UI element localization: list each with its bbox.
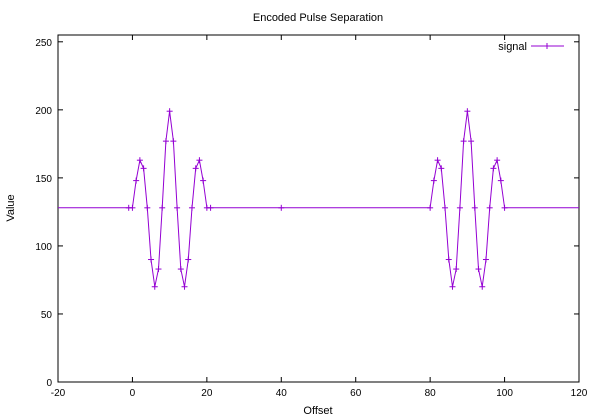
data-point — [151, 283, 158, 290]
data-point — [144, 204, 151, 211]
x-tick-label: 0 — [130, 388, 136, 399]
y-tick-label: 100 — [35, 242, 52, 253]
data-point — [494, 157, 501, 164]
data-point — [181, 283, 188, 290]
data-point — [460, 138, 467, 145]
y-tick-label: 0 — [46, 378, 52, 389]
x-axis-label: Offset — [303, 405, 332, 417]
data-point — [434, 157, 441, 164]
y-axis-label: Value — [5, 194, 17, 221]
data-point — [177, 266, 184, 273]
data-point — [192, 165, 199, 172]
data-point — [438, 165, 445, 172]
data-point — [188, 204, 195, 211]
data-point — [427, 204, 434, 211]
chart-title: Encoded Pulse Separation — [253, 12, 383, 24]
legend-marker-signal — [544, 43, 550, 49]
legend-label-signal: signal — [498, 41, 527, 53]
y-tick-label: 200 — [35, 106, 52, 117]
data-point — [445, 256, 452, 263]
x-tick-label: -20 — [51, 388, 66, 399]
data-point — [482, 256, 489, 263]
data-point — [479, 283, 486, 290]
data-point — [174, 204, 181, 211]
x-tick-label: 40 — [276, 388, 288, 399]
data-point — [207, 204, 214, 211]
data-point — [464, 108, 471, 115]
x-tick-label: 100 — [496, 388, 513, 399]
data-point — [490, 165, 497, 172]
data-point — [449, 283, 456, 290]
data-point — [497, 177, 504, 184]
data-point — [129, 204, 136, 211]
data-point — [456, 204, 463, 211]
y-tick-label: 150 — [35, 174, 52, 185]
legend: signal — [498, 41, 564, 53]
data-point — [133, 177, 140, 184]
data-point — [200, 177, 207, 184]
x-tick-label: 80 — [425, 388, 437, 399]
data-point — [278, 204, 285, 211]
data-point — [155, 266, 162, 273]
data-point — [430, 177, 437, 184]
series-line-signal — [58, 111, 579, 287]
data-point — [170, 138, 177, 145]
y-tick-label: 50 — [41, 310, 53, 321]
data-point — [453, 266, 460, 273]
data-point — [442, 204, 449, 211]
data-point — [136, 157, 143, 164]
data-point — [148, 256, 155, 263]
y-tick-label: 250 — [35, 38, 52, 49]
data-point — [185, 256, 192, 263]
x-tick-label: 20 — [201, 388, 213, 399]
plot-frame — [57, 34, 580, 383]
data-point — [166, 108, 173, 115]
data-point — [162, 138, 169, 145]
x-tick-label: 60 — [350, 388, 362, 399]
series-group — [58, 108, 579, 290]
data-point — [486, 204, 493, 211]
data-point — [196, 157, 203, 164]
data-point — [468, 138, 475, 145]
x-tick-label: 120 — [571, 388, 588, 399]
data-point — [159, 204, 166, 211]
data-point — [140, 165, 147, 172]
data-point — [471, 204, 478, 211]
data-point — [501, 204, 508, 211]
data-point — [475, 266, 482, 273]
